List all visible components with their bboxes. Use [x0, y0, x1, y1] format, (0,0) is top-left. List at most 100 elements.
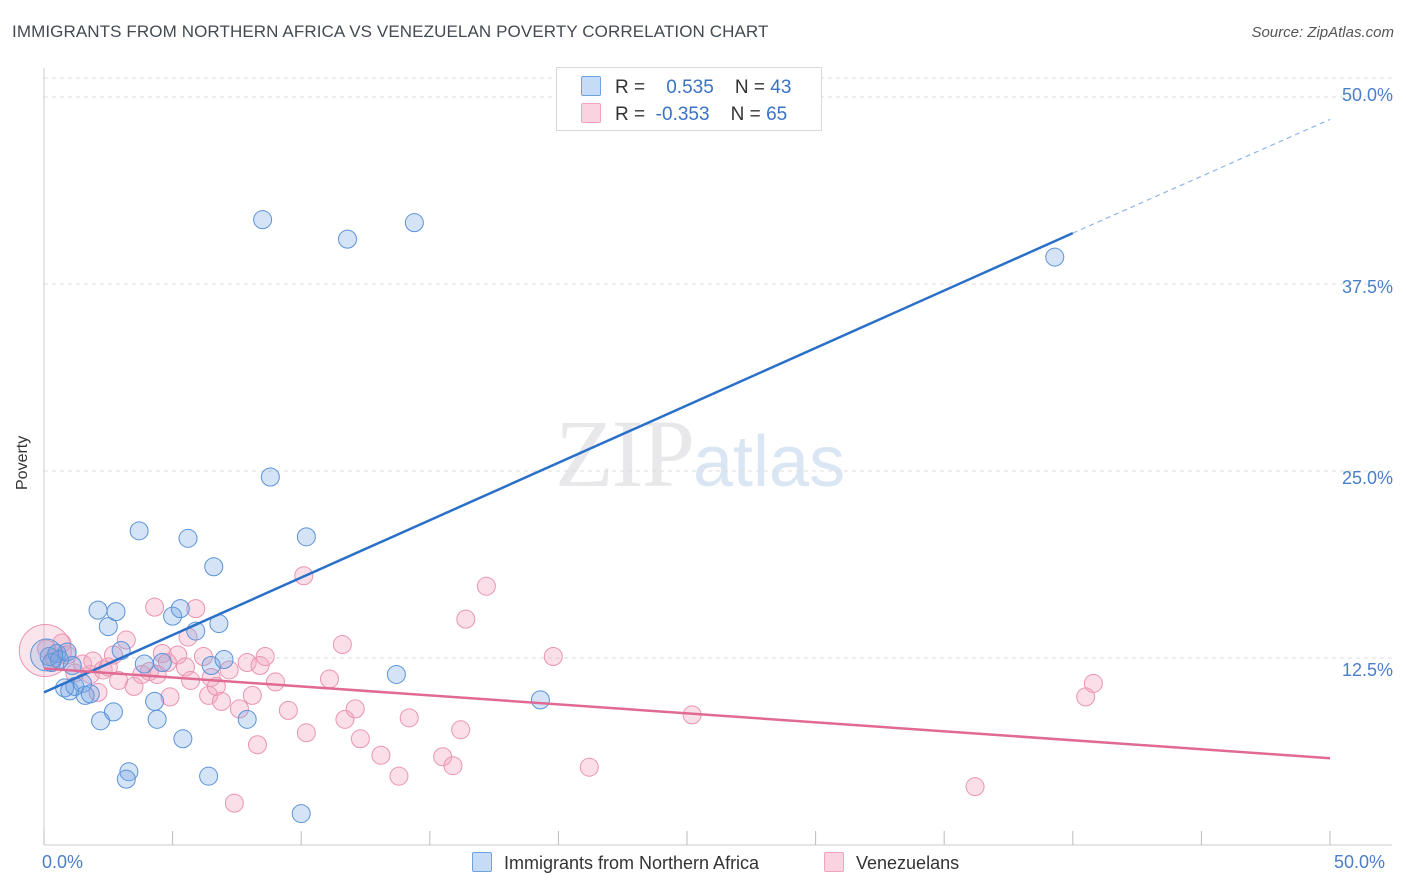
- venezuelans-point: [160, 687, 180, 707]
- legend-r-label: R =: [615, 77, 646, 98]
- northern-africa-point: [30, 638, 64, 672]
- venezuelans-point: [250, 655, 270, 675]
- venezuelans-point: [443, 756, 463, 776]
- venezuelans-point: [332, 635, 352, 655]
- legend-row-venezuelans: R = -0.353 N = 65: [581, 103, 787, 126]
- trend-lines: [43, 118, 1331, 760]
- venezuelans-point: [319, 669, 339, 689]
- venezuelans-point: [116, 630, 136, 650]
- venezuelans-point: [1083, 673, 1103, 693]
- source-label: Source: ZipAtlas.com: [1251, 24, 1394, 41]
- northern-africa-point: [116, 769, 136, 789]
- legend-swatch-pink: [581, 103, 601, 123]
- venezuelans-point: [242, 685, 262, 705]
- y-tick-label: 37.5%: [1341, 277, 1393, 297]
- venezuelans-point: [371, 745, 391, 765]
- northern-africa-point: [88, 600, 108, 620]
- legend-n-label: N =: [730, 104, 761, 125]
- venezuelans-point: [247, 735, 267, 755]
- legend-row-northern-africa: R = 0.535 N = 43: [581, 76, 791, 99]
- venezuelans-point: [399, 708, 419, 728]
- northern-africa-point: [147, 709, 167, 729]
- northern-africa-point: [296, 527, 316, 547]
- venezuelans-point: [18, 624, 72, 678]
- legend-r-label: R =: [615, 104, 646, 125]
- venezuelans-point: [237, 652, 257, 672]
- legend-swatch-blue: [581, 76, 601, 96]
- legend-n-value: 43: [770, 77, 792, 98]
- venezuelans-point: [168, 645, 188, 665]
- venezuelans-point: [335, 709, 355, 729]
- northern-africa-point: [386, 664, 406, 684]
- watermark-atlas: atlas: [693, 422, 846, 502]
- northern-africa-point: [173, 729, 193, 749]
- y-tick-label: 12.5%: [1341, 660, 1393, 680]
- venezuelans-point: [255, 647, 275, 667]
- venezuelans-point: [345, 699, 365, 719]
- venezuelans-point: [88, 682, 108, 702]
- northern-africa-point: [80, 684, 100, 704]
- northern-africa-point: [134, 654, 154, 674]
- venezuelans-point: [124, 676, 144, 696]
- northern-africa-point: [201, 655, 221, 675]
- bottom-legend-venezuelans: Venezuelans: [824, 852, 959, 874]
- venezuelans-point: [211, 691, 231, 711]
- venezuelans-point: [389, 766, 409, 786]
- venezuelans-point: [219, 660, 239, 680]
- correlation-legend: R = 0.535 N = 43 R = -0.353 N = 65: [556, 67, 822, 131]
- northern-africa-point: [404, 213, 424, 233]
- y-tick-label: 25.0%: [1341, 468, 1393, 488]
- venezuelans-point: [186, 599, 206, 619]
- venezuelans-point: [579, 757, 599, 777]
- northern-africa-point: [103, 702, 123, 722]
- northern-africa-point: [163, 606, 183, 626]
- legend-n-value: 65: [766, 104, 788, 125]
- legend-n-label: N =: [734, 77, 766, 98]
- venezuelans-point: [456, 609, 476, 629]
- northern-africa-point: [119, 762, 139, 782]
- legend-r-value: -0.353: [655, 104, 710, 125]
- venezuelans-point: [350, 729, 370, 749]
- northern-africa-point: [260, 467, 280, 487]
- venezuelans-point: [965, 777, 985, 797]
- northern-africa-point: [98, 617, 118, 637]
- venezuelans-point: [224, 793, 244, 813]
- venezuelans-point: [451, 720, 471, 740]
- northern-africa-point: [106, 602, 126, 622]
- venezuelans-point: [278, 700, 298, 720]
- venezuelans-point: [157, 652, 177, 672]
- legend-r-value: 0.535: [666, 77, 714, 98]
- venezuelans-trend-line: [43, 667, 1331, 760]
- axes: [43, 68, 1392, 846]
- bottom-legend-label: Immigrants from Northern Africa: [504, 853, 760, 873]
- northern-africa-point: [178, 528, 198, 548]
- venezuelans-point: [296, 723, 316, 743]
- chart-title: IMMIGRANTS FROM NORTHERN AFRICA VS VENEZ…: [12, 22, 769, 41]
- venezuelans-point: [543, 647, 563, 667]
- venezuelans-point: [181, 670, 201, 690]
- y-axis-label: Poverty: [14, 435, 31, 490]
- grid-lines: [44, 77, 1392, 659]
- venezuelans-point: [229, 699, 249, 719]
- x-tick-label: 0.0%: [42, 852, 84, 872]
- northern-africa-trend-line: [43, 231, 1074, 694]
- northern-africa-point: [199, 766, 219, 786]
- northern-africa-trend-extension: [1072, 118, 1331, 234]
- venezuelans-point: [265, 672, 285, 692]
- northern-africa-point: [129, 521, 149, 541]
- northern-africa-point: [204, 557, 224, 577]
- bottom-legend-swatch-blue: [472, 852, 492, 872]
- northern-africa-points: [30, 210, 1065, 824]
- x-tick-label: 50.0%: [1334, 852, 1386, 872]
- northern-africa-point: [170, 599, 190, 619]
- northern-africa-point: [291, 804, 311, 824]
- northern-africa-point: [145, 691, 165, 711]
- y-tick-label: 50.0%: [1341, 85, 1393, 105]
- northern-africa-point: [530, 690, 550, 710]
- bottom-legend-northern-africa: Immigrants from Northern Africa: [472, 852, 759, 874]
- bottom-legend-label: Venezuelans: [856, 853, 960, 873]
- northern-africa-point: [237, 709, 257, 729]
- northern-africa-point: [1045, 247, 1065, 267]
- venezuelans-point: [476, 576, 496, 596]
